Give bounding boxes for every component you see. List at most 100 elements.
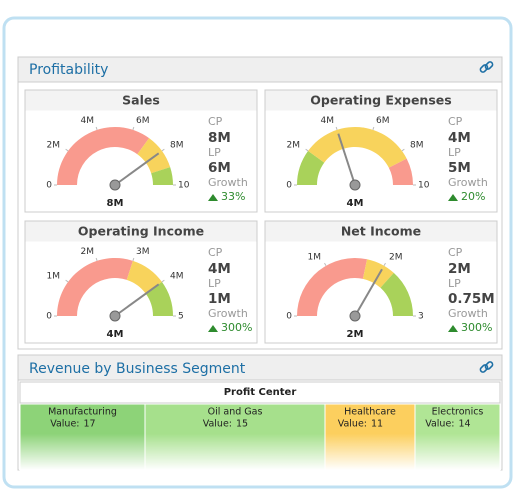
gauge-tick	[372, 126, 375, 130]
lp-value: 1M	[208, 291, 231, 307]
gauge-band	[57, 127, 150, 185]
cp-value: 4M	[448, 130, 471, 146]
gauge-tick-label: 3M	[136, 247, 150, 257]
gauge-tick-label: 0	[286, 312, 292, 322]
gauge-tick-label: 10	[418, 181, 430, 191]
gauge-tick	[95, 257, 98, 261]
gauge-tick	[305, 148, 309, 152]
gauge-tick	[401, 148, 405, 152]
gauge-band	[297, 258, 368, 316]
fade-overlay	[19, 404, 501, 470]
growth-arrow	[448, 194, 458, 201]
gauge-needle	[114, 152, 160, 186]
cp-label: CP	[208, 246, 223, 259]
growth-label: Growth	[448, 176, 488, 189]
gauge-tick	[132, 257, 135, 261]
panel-header	[17, 354, 503, 381]
lp-label: LP	[208, 277, 221, 290]
gauge-tick	[95, 126, 98, 130]
gauge-header	[25, 221, 257, 242]
lp-value: 0.75M	[448, 291, 495, 307]
gauge-band	[362, 259, 394, 288]
gauge-band	[57, 258, 133, 316]
panel-header	[17, 56, 503, 83]
cp-value: 2M	[448, 261, 471, 277]
link-icon[interactable]	[479, 61, 494, 73]
gauge-tick-label: 8M	[410, 141, 424, 151]
gauge-tick	[161, 279, 165, 283]
lp-label: LP	[448, 146, 461, 159]
gauge-tick	[65, 279, 69, 283]
gauge-tick-label: 2M	[80, 247, 94, 257]
cp-value: 4M	[208, 261, 231, 277]
gauge-tick	[324, 262, 327, 267]
panel-title: Profitability	[29, 62, 108, 78]
gauge-tick-label: 6M	[376, 116, 390, 126]
gauge-hub	[349, 179, 361, 191]
growth-arrow	[208, 325, 218, 332]
gauge-tick	[383, 262, 386, 267]
gauge-title: Operating Expenses	[310, 93, 451, 108]
gauge-tick-label: 2M	[389, 253, 403, 263]
lp-label: LP	[448, 277, 461, 290]
gauge-band	[151, 167, 173, 185]
growth-arrow	[448, 325, 458, 332]
gauge-tick-label: 0	[286, 181, 292, 191]
gauge-title: Operating Income	[78, 224, 204, 239]
gauge-header	[265, 90, 497, 111]
gauge-tick	[161, 148, 165, 152]
gauge-tick-label: 2M	[286, 141, 300, 151]
treemap-header	[19, 381, 501, 404]
treemap-header-label: Profit Center	[224, 387, 297, 398]
gauge-header	[25, 90, 257, 111]
cp-value: 8M	[208, 130, 231, 146]
lp-value: 5M	[448, 160, 471, 176]
gauge-tick	[132, 126, 135, 130]
gauge-value-label: 4M	[107, 329, 124, 340]
gauge-tick-label: 8M	[170, 141, 184, 151]
gauge-needle	[354, 268, 383, 317]
gauge-tick-label: 10	[178, 181, 190, 191]
growth-label: Growth	[208, 176, 248, 189]
gauge-tick-label: 1M	[308, 253, 322, 263]
gauge-tick-label: 6M	[136, 116, 150, 126]
gauge-value-label: 8M	[107, 198, 124, 209]
gauge-band	[308, 127, 407, 168]
gauge-title: Sales	[122, 93, 160, 108]
growth-value: 33%	[221, 190, 245, 203]
gauge-tick-label: 2M	[46, 141, 60, 151]
growth-value: 20%	[461, 190, 485, 203]
gauge-needle	[337, 133, 356, 186]
gauge-title: Net Income	[341, 224, 421, 239]
gauge-header	[265, 221, 497, 242]
gauge-tick-label: 4M	[170, 272, 184, 282]
growth-label: Growth	[208, 307, 248, 320]
gauge-value-label: 2M	[347, 329, 364, 340]
lp-value: 6M	[208, 160, 231, 176]
gauge-tick-label: 1M	[46, 272, 60, 282]
gauge-tick	[65, 148, 69, 152]
lp-label: LP	[208, 146, 221, 159]
gauge-band	[126, 260, 162, 294]
gauge-band	[297, 150, 325, 185]
gauge-band	[388, 158, 413, 185]
gauge-hub	[349, 310, 361, 322]
link-icon[interactable]	[479, 361, 494, 373]
gauge-tick-label: 4M	[320, 116, 334, 126]
cp-label: CP	[448, 115, 463, 128]
gauge-hub	[109, 179, 121, 191]
growth-value: 300%	[461, 321, 492, 334]
gauge-tick-label: 0	[46, 181, 52, 191]
gauge-tick	[335, 126, 338, 130]
gauge-needle	[114, 283, 160, 317]
gauge-value-label: 4M	[347, 198, 364, 209]
growth-value: 300%	[221, 321, 252, 334]
cp-label: CP	[208, 115, 223, 128]
gauge-tick-label: 4M	[80, 116, 94, 126]
